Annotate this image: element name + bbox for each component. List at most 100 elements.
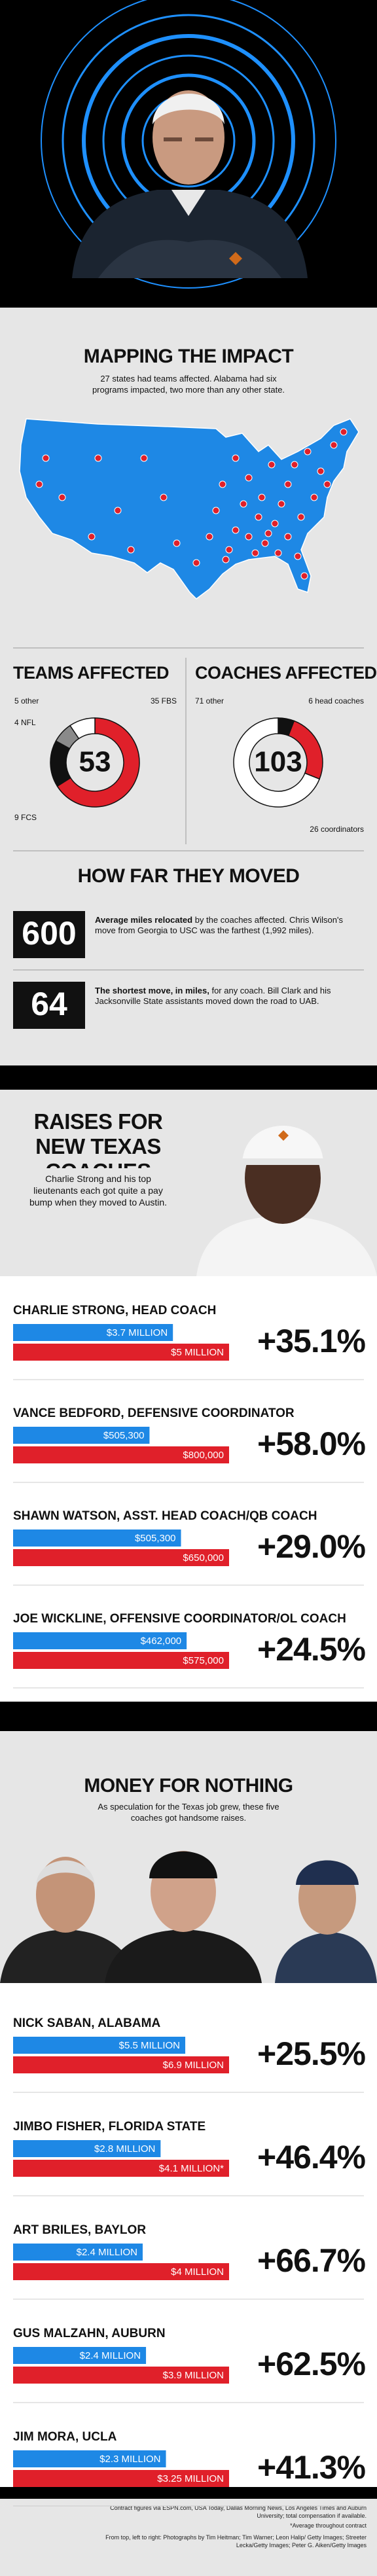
map-subtitle-box: 27 states had teams affected. Alabama ha… <box>92 374 285 395</box>
new-salary-label: $4.1 MILLION* <box>159 2163 224 2174</box>
distance-value: 600 <box>22 915 76 952</box>
row-name: SHAWN WATSON, ASST. HEAD COACH/QB COACH <box>13 1509 317 1523</box>
new-salary-label: $650,000 <box>183 1552 224 1564</box>
map-dot <box>284 533 292 541</box>
old-salary-bar <box>13 1632 187 1649</box>
footer-credits: From top, left to right: Photographs by … <box>105 2534 367 2549</box>
new-salary-bar <box>13 1652 229 1669</box>
percent-change: +25.5% <box>257 2035 366 2072</box>
new-salary-label: $4 MILLION <box>171 2266 224 2278</box>
map-dot <box>317 467 325 475</box>
map-dot <box>140 454 148 462</box>
old-salary-bar <box>13 1530 181 1547</box>
map-dot <box>278 500 285 508</box>
distance-desc: by the coaches affected. Chris Wilson's … <box>95 915 343 935</box>
percent-change: +24.5% <box>257 1631 366 1668</box>
donut-total: 103 <box>254 746 302 778</box>
map-dot <box>340 428 348 436</box>
distance-text: The shortest move, in miles, for any coa… <box>95 986 363 1007</box>
map-dot <box>323 480 331 488</box>
map-dot <box>291 461 298 469</box>
distance-lead: Average miles relocated <box>95 915 193 925</box>
percent-change: +58.0% <box>257 1425 366 1462</box>
map-dot <box>304 448 312 456</box>
map-title: MAPPING THE IMPACT <box>84 346 294 367</box>
old-salary-label: $462,000 <box>141 1636 182 1647</box>
map-dot <box>114 507 122 514</box>
hero-photo <box>41 0 336 289</box>
percent-change: +29.0% <box>257 1528 366 1565</box>
raises-title-box: RAISES FOR NEW TEXAS COACHES <box>33 1109 163 1168</box>
new-salary-bar <box>13 2470 229 2487</box>
donut-label: 5 other <box>14 696 39 706</box>
footer-box: Contract figures via ESPN.com, USA Today… <box>98 2504 367 2549</box>
map-dot <box>94 454 102 462</box>
donut-segment <box>69 717 96 740</box>
footer: Contract figures via ESPN.com, USA Today… <box>98 2504 367 2549</box>
old-salary-label: $505,300 <box>135 1533 176 1544</box>
old-salary-bar <box>13 2037 186 2054</box>
map-dot <box>206 533 213 541</box>
donut-total: 53 <box>79 746 111 778</box>
old-salary-bar <box>13 1427 150 1444</box>
old-salary-bar <box>13 2244 143 2261</box>
new-salary-bar <box>13 2263 229 2280</box>
distance-title: HOW FAR THEY MOVED <box>78 865 300 887</box>
map-dot <box>297 513 305 521</box>
row-name: JOE WICKLINE, OFFENSIVE COORDINATOR/OL C… <box>13 1612 346 1626</box>
distance-box <box>13 911 85 958</box>
money-text: As speculation for the Texas job grew, t… <box>98 1802 279 1823</box>
distance-lead: The shortest move, in miles, <box>95 986 209 995</box>
new-salary-bar <box>13 1446 229 1463</box>
donut-segment <box>233 717 321 808</box>
old-salary-label: $2.4 MILLION <box>77 2247 137 2258</box>
row-name: CHARLIE STRONG, HEAD COACH <box>13 1304 216 1317</box>
map-dot <box>245 533 253 541</box>
coaches-title: COACHES AFFECTED <box>195 663 377 683</box>
map-dot <box>255 513 262 521</box>
percent-change: +46.4% <box>257 2139 366 2175</box>
map-dot <box>58 493 66 501</box>
money-photos <box>0 1851 377 1983</box>
map-dot <box>264 529 272 537</box>
map-dot <box>232 526 240 534</box>
old-salary-bar <box>13 1324 173 1341</box>
donut-label: 71 other <box>195 696 224 706</box>
map-dot <box>160 493 168 501</box>
footer-sources: Contract figures via ESPN.com, USA Today… <box>110 2505 367 2519</box>
map-dot <box>127 546 135 554</box>
percent-change: +62.5% <box>257 2346 366 2382</box>
footer-note: *Average throughout contract <box>290 2522 367 2529</box>
percent-change: +66.7% <box>257 2242 366 2279</box>
money-title: MONEY FOR NOTHING <box>84 1775 293 1797</box>
donut-label: 9 FCS <box>14 813 37 822</box>
map-dot <box>173 539 181 547</box>
donut-segment <box>56 717 140 808</box>
new-salary-bar <box>13 1549 229 1566</box>
map-dot <box>212 507 220 514</box>
raises-text: Charlie Strong and his top lieutenants e… <box>29 1173 168 1208</box>
distance-text-box: The shortest move, in miles, for any coa… <box>95 986 363 1007</box>
distance-value: 64 <box>31 986 67 1022</box>
donut-label: 6 head coaches <box>308 696 364 706</box>
distance-text-box: Average miles relocated by the coaches a… <box>95 915 343 935</box>
raises-title: RAISES FOR NEW TEXAS COACHES <box>33 1109 163 1168</box>
map-dot <box>271 520 279 528</box>
new-salary-label: $800,000 <box>183 1450 224 1461</box>
map-dot <box>42 454 50 462</box>
new-salary-label: $575,000 <box>183 1655 224 1666</box>
map-dot <box>219 480 226 488</box>
map-dot <box>300 572 308 580</box>
new-salary-label: $6.9 MILLION <box>163 2060 224 2071</box>
map-dot <box>232 454 240 462</box>
old-salary-label: $505,300 <box>103 1430 145 1441</box>
old-salary-bar <box>13 2347 147 2364</box>
footer-background <box>0 2499 377 2576</box>
map-dot <box>245 474 253 482</box>
raises-photo <box>196 1126 377 1276</box>
raises-text-box: Charlie Strong and his top lieutenants e… <box>29 1173 168 1208</box>
map-dot <box>251 549 259 557</box>
map-dot <box>225 546 233 554</box>
row-name: NICK SABAN, ALABAMA <box>13 2016 160 2030</box>
